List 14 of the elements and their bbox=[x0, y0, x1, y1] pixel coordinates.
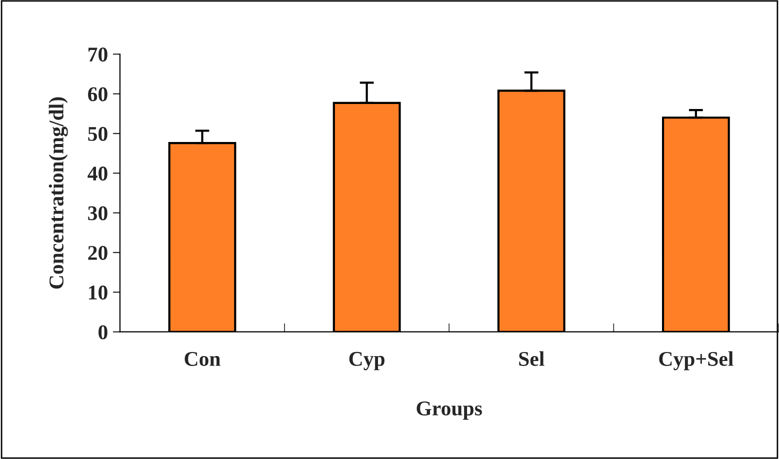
y-tick-label: 40 bbox=[88, 166, 108, 181]
y-tick-label: 30 bbox=[88, 206, 108, 220]
y-tick-label: 10 bbox=[88, 286, 108, 300]
y-tick-label: 20 bbox=[88, 246, 108, 260]
y-tick-label: 0 bbox=[98, 325, 108, 340]
x-tick-label: Cyp bbox=[349, 352, 384, 370]
x-tick-label: Sel bbox=[519, 351, 544, 366]
x-tick-label: Con bbox=[184, 352, 220, 366]
y-tick-label: 70 bbox=[88, 48, 108, 62]
x-tick-label: Cyp+Sel bbox=[659, 351, 734, 370]
y-axis-title: Concentration(mg/dl) bbox=[48, 97, 68, 289]
x-axis-title: Groups bbox=[416, 401, 482, 420]
y-tick-label: 50 bbox=[88, 126, 108, 141]
y-tick-label: 60 bbox=[88, 87, 108, 102]
